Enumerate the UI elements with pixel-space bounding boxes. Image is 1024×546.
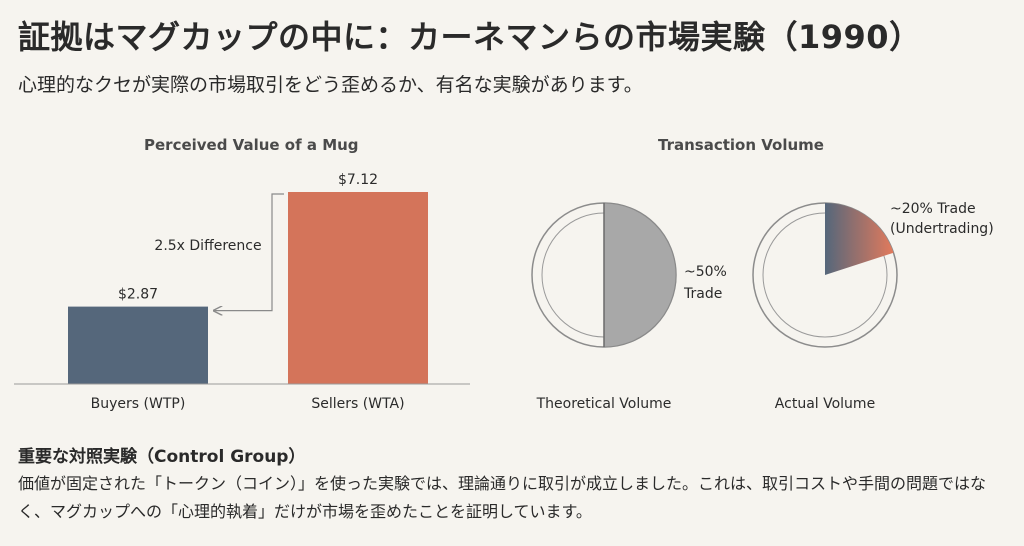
control-group-heading: 重要な対照実験（Control Group） [18, 447, 306, 467]
pie-label-1: Actual Volume [775, 396, 875, 412]
figure-canvas: $2.87 Buyers (WTP) $7.12 Sellers (WTA) 2.5x … [14, 172, 994, 412]
pie-label-0: Theoretical Volume [536, 396, 672, 412]
pie-annotation-0-line-0: ~50% [684, 264, 727, 280]
difference-annotation: 2.5x Difference [154, 238, 261, 254]
pie-annotation-1-line-0: ~20% Trade [890, 201, 976, 217]
page-title: 証拠はマグカップの中に：カーネマンらの市場実験（1990） [18, 18, 922, 56]
difference-arrow [214, 193, 284, 311]
bar-0 [68, 306, 208, 384]
bar-chart-title: Perceived Value of a Mug [144, 136, 359, 154]
bar-category-label-1: Sellers (WTA) [311, 396, 404, 412]
bar-value-label-1: $7.12 [338, 172, 378, 188]
bar-value-label-0: $2.87 [118, 287, 158, 303]
bar-1 [288, 192, 428, 384]
pie-slice-0 [603, 202, 677, 348]
pie-chart-title: Transaction Volume [658, 136, 824, 154]
pie-slice-1 [825, 203, 894, 275]
page-subtitle: 心理的なクセが実際の市場取引をどう歪めるか、有名な実験があります。 [18, 74, 643, 96]
bar-category-label-0: Buyers (WTP) [91, 396, 186, 412]
pie-annotation-1-line-1: (Undertrading) [890, 221, 994, 237]
pie-annotation-0-line-1: Trade [683, 286, 722, 302]
control-group-text: 価値が固定された「トークン（コイン）」を使った実験では、理論通りに取引が成立しま… [18, 474, 987, 521]
